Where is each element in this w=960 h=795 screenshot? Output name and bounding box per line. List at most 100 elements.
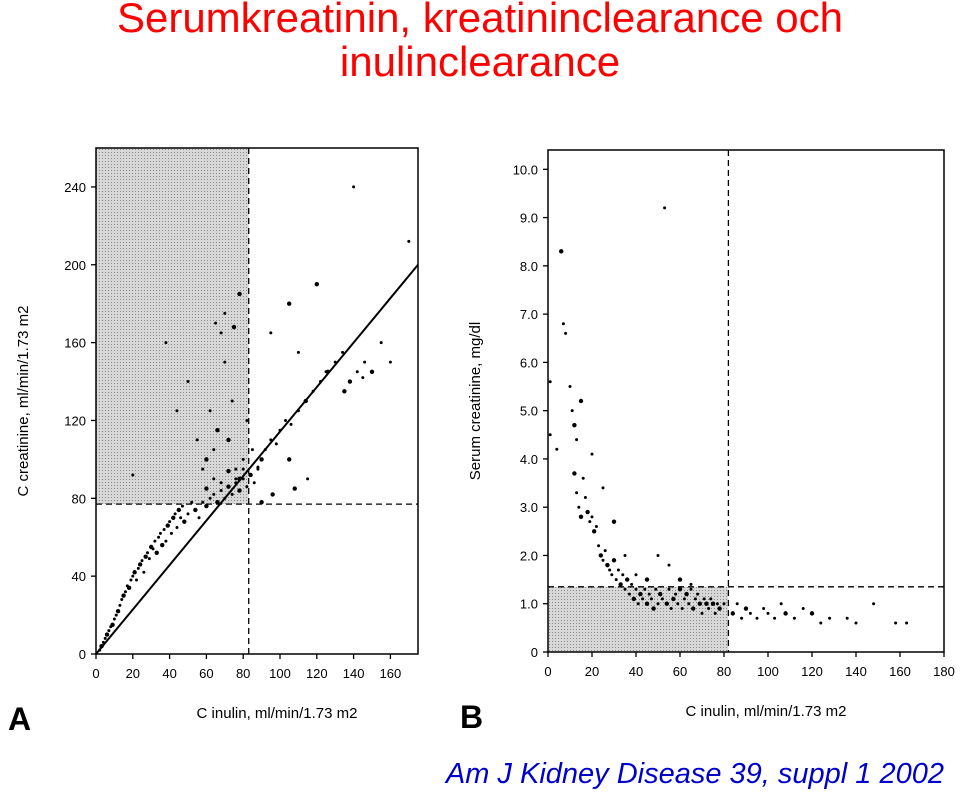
panel-b-data-point (575, 438, 579, 442)
panel-a-data-point (99, 644, 104, 649)
panel-b-data-point (631, 596, 636, 602)
panel-a-data-point (303, 398, 308, 404)
panel-b-data-point (590, 515, 594, 519)
panel-b-y-tick-label: 4.0 (520, 452, 538, 467)
panel-b-data-point (801, 607, 805, 611)
panel-b-data-point (568, 385, 572, 389)
panel-a-data-point (107, 629, 111, 633)
panel-a-data-point (140, 559, 144, 563)
panel-b-data-point (743, 606, 749, 611)
panel-a-data-point (121, 593, 126, 598)
panel-b-data-point (684, 591, 689, 597)
panel-a-data-point (245, 485, 249, 489)
panel-a-data-point (134, 578, 138, 582)
panel-a-data-point (256, 467, 260, 471)
panel-a-data-point (296, 350, 300, 354)
panel-b-data-point (636, 602, 640, 606)
panel-a-data-point (131, 473, 135, 477)
panel-b-data-point (625, 577, 630, 582)
panel-a-data-point (352, 185, 356, 189)
panel-a-data-point (137, 562, 143, 567)
panel-a-data-point (269, 331, 273, 335)
panel-a-data-point (168, 520, 172, 524)
panel-b-data-point (693, 597, 697, 601)
panel-b-data-point (594, 525, 598, 528)
panel-b-data-point (614, 578, 618, 582)
panel-a-data-point (341, 350, 345, 354)
panel-a-data-point (263, 448, 267, 452)
panel-b-data-point (667, 563, 671, 567)
panel-b-data-point (627, 592, 631, 596)
panel-b-data-point (677, 577, 683, 582)
panel-b-plot-frame (547, 149, 945, 653)
panel-a-data-point (98, 648, 102, 652)
panel-a-data-point (101, 640, 105, 644)
panel-a-data-point (110, 622, 115, 628)
panel-b-y-tick-label: 1.0 (520, 597, 538, 612)
panel-b-data-point (598, 553, 603, 558)
panel-a-data-point (164, 341, 168, 345)
panel-a: 0 20 40 60 80 100 120 140 160 04080120160200240 … (8, 147, 419, 737)
panel-a-data-point (223, 311, 227, 315)
panel-a-y-tick-label: 160 (64, 336, 86, 351)
panel-b-data-point (905, 621, 909, 625)
panel-b-data-point (564, 331, 568, 335)
panel-b-data-point (654, 587, 658, 591)
panel-a-x-tick-label: 20 (126, 666, 140, 681)
panel-a-data-point (259, 500, 264, 505)
panel-b-y-tick-label: 10.0 (513, 162, 538, 177)
panel-b-data-point (872, 602, 876, 606)
panel-b-data-point (581, 476, 585, 480)
panel-a-data-point (287, 457, 292, 462)
panel-a-data-point (208, 409, 212, 413)
panel-a-x-tick-label: 160 (380, 666, 402, 681)
panel-a-x-tick-label: 80 (236, 666, 250, 681)
panel-b-data-point (559, 249, 564, 254)
panel-a-data-point (369, 369, 375, 375)
panel-b-y-tick-label: 7.0 (520, 307, 538, 322)
panel-a-data-point (342, 389, 347, 394)
panel-a-data-point (230, 399, 234, 403)
panel-b-data-point (709, 597, 713, 601)
panel-b-data-point (819, 621, 823, 625)
panel-b-label: B (460, 699, 483, 735)
panel-a-x-tick-label: 140 (343, 666, 365, 681)
panel-a-x-ticks: 0 20 40 60 80 100 120 140 160 (92, 654, 401, 681)
panel-a-data-point (151, 547, 155, 551)
panel-a-data-point (180, 504, 184, 508)
panel-b-data-point (740, 616, 744, 620)
panel-a-data-point (169, 531, 173, 535)
panel-b-data-point (735, 602, 739, 606)
panel-a-data-point (287, 301, 292, 306)
panel-a-data-point (388, 360, 392, 364)
panel-b-data-point (611, 558, 617, 563)
panel-b-data-point (644, 601, 650, 606)
panel-a-data-point (318, 380, 322, 384)
panel-b-data-point (656, 602, 660, 606)
panel-b-data-point (687, 602, 691, 606)
panel-b-x-tick-label: 20 (585, 664, 599, 679)
panel-a-x-tick-label: 60 (199, 666, 213, 681)
panel-b-data-point (710, 601, 716, 606)
panel-a-y-tick-label: 120 (64, 413, 86, 428)
panel-b-data-point (677, 587, 683, 592)
panel-b-data-point (618, 582, 623, 587)
panel-b-data-point (585, 509, 590, 515)
panel-b-data-point (689, 587, 693, 591)
panel-b-data-point (894, 621, 898, 625)
panel-b-data-point (561, 322, 565, 326)
panel-b-data-point (651, 606, 656, 611)
panel-a-data-point (162, 527, 166, 531)
panel-b-data-point (647, 592, 651, 596)
panel-b-data-point (783, 611, 788, 616)
panel-b-data-point (676, 602, 680, 606)
panel-b-data-point (845, 616, 849, 620)
slide-title-line-2: inulinclearance (339, 38, 621, 85)
panel-a-data-point (223, 496, 227, 500)
panel-b-data-point (610, 573, 614, 577)
panel-b-x-axis-label: C inulin, ml/min/1.73 m2 (686, 703, 847, 720)
panel-a-data-point (219, 331, 223, 335)
panel-b-data-point (643, 587, 647, 591)
panel-b-data-point (634, 587, 638, 591)
panel-a-data-point (296, 409, 300, 413)
